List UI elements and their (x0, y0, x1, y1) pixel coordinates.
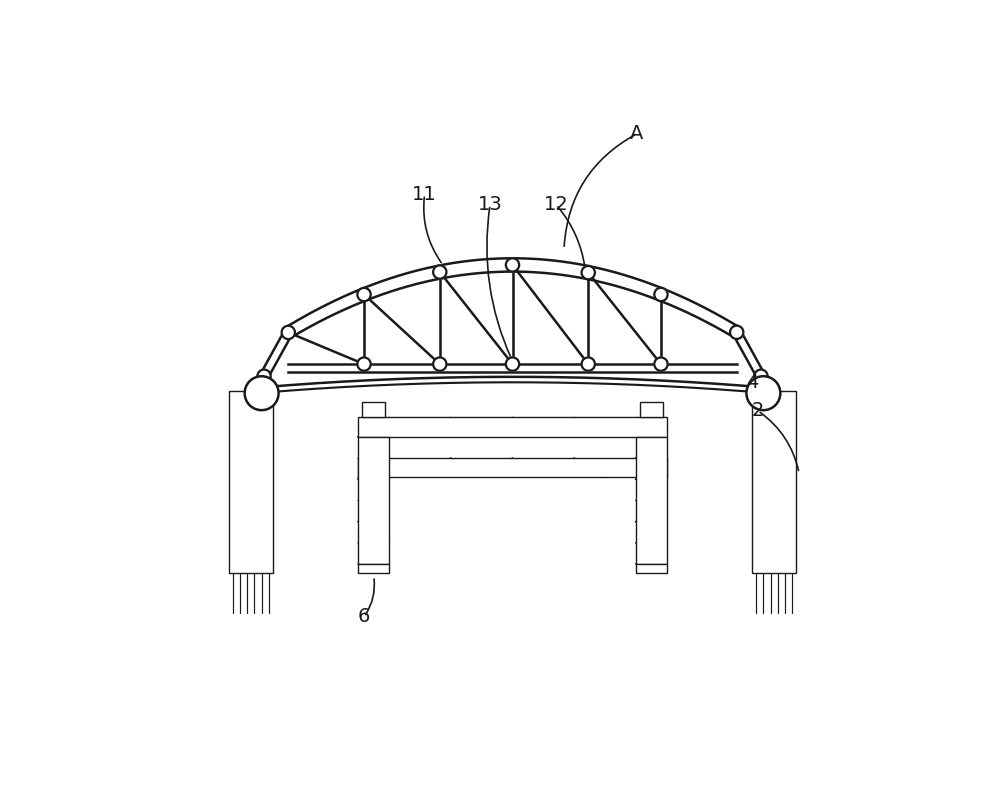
Circle shape (282, 326, 295, 339)
Circle shape (357, 288, 371, 301)
Text: 4: 4 (746, 373, 758, 392)
Circle shape (730, 326, 743, 339)
Circle shape (582, 357, 595, 371)
Bar (358, 564, 389, 573)
Bar (358, 458, 667, 478)
Circle shape (506, 258, 519, 272)
Circle shape (357, 357, 371, 371)
Circle shape (433, 265, 446, 279)
Circle shape (654, 288, 668, 301)
Bar (229, 391, 273, 573)
Circle shape (257, 370, 271, 383)
Circle shape (754, 370, 768, 383)
Circle shape (746, 376, 780, 410)
Circle shape (654, 357, 668, 371)
Bar (640, 402, 663, 417)
Bar (752, 391, 796, 573)
Text: 11: 11 (412, 185, 437, 204)
Circle shape (245, 376, 279, 410)
Text: 13: 13 (478, 195, 502, 214)
Text: A: A (630, 124, 643, 143)
Circle shape (433, 357, 446, 371)
Text: 12: 12 (544, 195, 569, 214)
Text: 6: 6 (358, 608, 370, 626)
Text: 2: 2 (752, 401, 764, 420)
Bar (362, 402, 385, 417)
Bar (358, 437, 389, 564)
Bar (358, 417, 667, 437)
Bar (636, 437, 667, 564)
Circle shape (506, 357, 519, 371)
Circle shape (582, 266, 595, 279)
Bar (636, 564, 667, 573)
